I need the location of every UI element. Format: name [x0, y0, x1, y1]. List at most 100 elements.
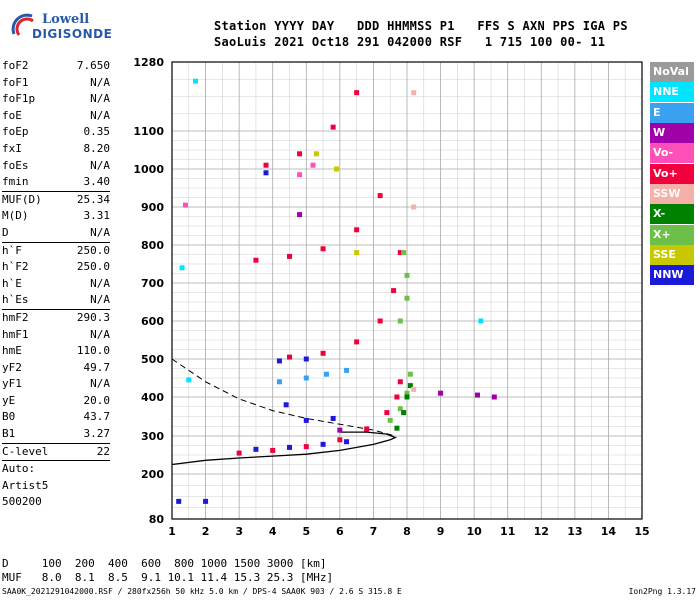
legend-item-vo-5: Vo+ — [650, 163, 694, 184]
x-tick-label: 11 — [500, 525, 515, 538]
echo-point-vo — [320, 246, 326, 252]
echo-point-x — [387, 417, 393, 423]
param-row: yF1 N/A — [2, 376, 110, 393]
echo-point-x — [401, 410, 407, 416]
echo-point-w — [491, 394, 497, 400]
x-tick-label: 14 — [601, 525, 617, 538]
legend-item-nnw-10: NNW — [650, 265, 694, 286]
param-value: 3.27 — [83, 427, 111, 441]
param-value: N/A — [90, 158, 110, 172]
echo-point-nnw — [320, 441, 326, 447]
param-row: hmF1 N/A — [2, 327, 110, 344]
echo-point-vo — [303, 444, 309, 450]
x-tick-label: 6 — [336, 525, 344, 538]
param-name: yF2 — [2, 360, 22, 374]
echo-point-w — [475, 392, 480, 398]
echo-point-vo — [364, 426, 370, 432]
param-name: hmE — [2, 344, 22, 358]
echo-point-nne — [186, 377, 192, 383]
param-row: C-level 22 — [2, 442, 110, 461]
echo-point-vo — [297, 172, 303, 178]
echo-point-vo — [182, 202, 188, 208]
legend-item-w-3: W — [650, 123, 694, 144]
header-line1: Station YYYY DAY DDD HHMMSS P1 FFS S AXN… — [214, 19, 628, 33]
x-tick-label: 12 — [534, 525, 549, 538]
param-name: yE — [2, 393, 16, 407]
echo-point-ssw — [411, 90, 417, 96]
param-row: foF1p N/A — [2, 91, 110, 108]
echo-point-vo — [287, 253, 292, 259]
echo-point-vo — [397, 379, 403, 385]
legend-item-ssw-6: SSW — [650, 184, 694, 205]
echo-point-x — [397, 406, 403, 412]
echo-point-w — [297, 212, 303, 218]
param-row: foF1 N/A — [2, 75, 110, 92]
param-value: N/A — [90, 293, 110, 307]
param-name: hmF1 — [2, 327, 29, 341]
echo-point-nnw — [253, 446, 259, 452]
param-value: N/A — [90, 377, 110, 391]
echo-point-x — [404, 394, 410, 400]
param-row: MUF(D) 25.34 — [2, 190, 110, 209]
x-tick-label: 1 — [168, 525, 176, 538]
antenna-icon — [11, 13, 34, 36]
legend-item-noval-0: NoVal — [650, 62, 694, 82]
echo-point-vo — [354, 339, 360, 345]
param-name: h`Es — [2, 293, 29, 307]
echo-point-nne — [193, 78, 198, 84]
echo-point-ssw — [411, 386, 417, 392]
param-row: yF2 49.7 — [2, 360, 110, 377]
param-name: foEs — [2, 158, 29, 172]
x-tick-label: 3 — [235, 525, 243, 538]
legend-item-nne-1: NNE — [650, 82, 694, 103]
logo-line2: DIGISONDE — [32, 27, 113, 41]
y-tick-label: 500 — [141, 353, 164, 366]
param-value: N/A — [90, 75, 110, 89]
echo-point-x — [397, 318, 403, 324]
echo-point-e — [323, 371, 329, 377]
y-tick-label: 600 — [141, 315, 164, 328]
param-value: 7.650 — [76, 59, 110, 72]
echo-point-x — [404, 295, 410, 301]
param-row: fmin 3.40 — [2, 174, 110, 191]
echo-point-vo — [354, 90, 360, 96]
echo-point-nnw — [344, 439, 350, 445]
echo-point-x — [404, 390, 410, 396]
param-value: 25.34 — [76, 192, 110, 206]
param-row: foF2 7.650 — [2, 58, 110, 75]
y-tick-label: 800 — [141, 239, 164, 252]
echo-point-ssw — [411, 204, 417, 210]
echo-point-vo — [337, 437, 343, 443]
y-tick-label: 1000 — [133, 163, 164, 176]
param-value: N/A — [90, 327, 110, 341]
param-name: B0 — [2, 410, 16, 424]
param-name: foEp — [2, 125, 29, 139]
plot-frame — [171, 61, 643, 520]
echo-point-vo — [354, 227, 360, 233]
param-value: 250.0 — [76, 260, 110, 274]
dashed-profile-curve — [171, 358, 396, 437]
logo-line1: Lowell — [42, 12, 90, 27]
echo-point-nnw — [263, 170, 269, 176]
param-name: D — [2, 225, 9, 239]
param-row: D N/A — [2, 225, 110, 242]
x-tick-label: 4 — [269, 525, 277, 538]
y-tick-label: 1280 — [133, 56, 164, 69]
param-name: h`F — [2, 243, 22, 257]
param-value: 250.0 — [76, 243, 110, 257]
echo-point-sse — [313, 151, 319, 157]
legend-item-e-2: E — [650, 102, 694, 123]
x-tick-label: 15 — [634, 525, 649, 538]
echo-point-w — [438, 390, 444, 396]
legend-item-x-8: X+ — [650, 224, 694, 245]
echo-point-x — [394, 425, 400, 431]
legend-item-sse-9: SSE — [650, 245, 694, 266]
muf-row: MUF 8.0 8.1 8.5 9.1 10.1 11.4 15.3 25.3 … — [2, 571, 334, 584]
param-name: foE — [2, 108, 22, 122]
param-value: 49.7 — [83, 360, 111, 374]
param-row: foEs N/A — [2, 158, 110, 175]
param-name: foF1 — [2, 75, 29, 89]
param-name: MUF(D) — [2, 192, 42, 206]
echo-point-vo — [397, 250, 403, 256]
y-tick-label: 900 — [141, 201, 164, 214]
